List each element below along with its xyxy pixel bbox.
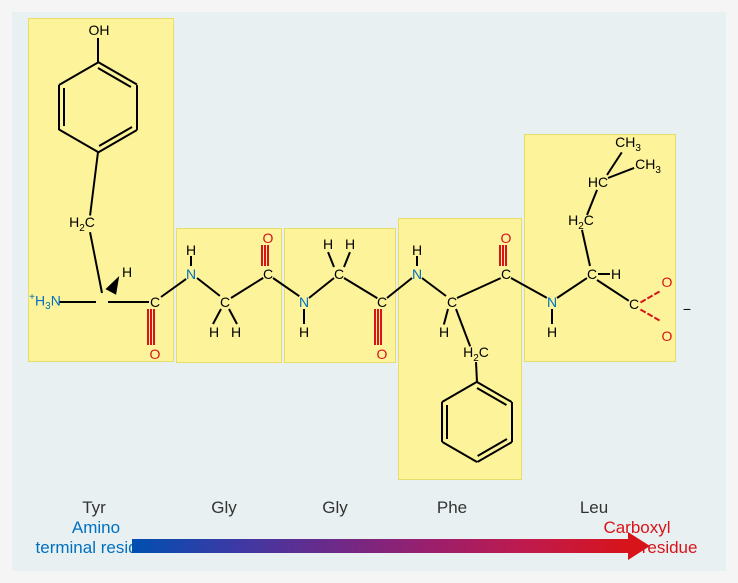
atom-label: H	[209, 324, 219, 340]
atom-label: H	[412, 242, 422, 258]
atom-label: N	[547, 294, 557, 310]
bond-line	[136, 85, 138, 130]
atom-label: C	[334, 266, 344, 282]
arrowhead-icon	[628, 532, 650, 560]
bond-line	[598, 273, 610, 275]
atom-label: H	[299, 324, 309, 340]
atom-label: H	[186, 242, 196, 258]
atom-label: N	[299, 294, 309, 310]
bond-line	[502, 245, 504, 266]
atom-label: H	[345, 236, 355, 252]
atom-label: O	[377, 346, 388, 362]
atom-label: H	[122, 264, 132, 280]
bond-line	[59, 301, 96, 303]
atom-label: O	[662, 328, 673, 344]
gradient-arrow	[132, 539, 628, 553]
bond-line	[377, 309, 379, 345]
bond-line	[374, 309, 376, 345]
atom-label: CH3	[615, 134, 641, 154]
atom-label: H	[323, 236, 333, 252]
bond-line	[261, 245, 263, 266]
residue-label: Leu	[580, 498, 608, 518]
bond-line	[505, 245, 507, 266]
atom-label: H2C	[568, 212, 594, 232]
atom-label: OH	[89, 22, 110, 38]
atom-label: H	[547, 324, 557, 340]
atom-label: C	[377, 294, 387, 310]
atom-label: H2C	[69, 214, 95, 234]
bond-line	[63, 88, 65, 126]
bond-line	[108, 301, 149, 303]
atom-label: O	[263, 230, 274, 246]
bond-line	[147, 309, 149, 345]
bond-line	[153, 309, 155, 345]
atom-label: O	[662, 274, 673, 290]
diagram-panel: { "residues": [ { "label": "Tyr", "x": 8…	[12, 12, 726, 571]
atom-label: H	[231, 324, 241, 340]
bond-line	[97, 38, 99, 62]
atom-label: H	[439, 324, 449, 340]
bond-line	[551, 309, 553, 324]
bond-line	[380, 309, 382, 345]
atom-label: N	[186, 266, 196, 282]
atom-label: O	[150, 346, 161, 362]
atom-label: C	[501, 266, 511, 282]
atom-label: CH3	[635, 156, 661, 176]
amino-label-line1: Amino	[16, 518, 176, 538]
atom-label: O	[501, 230, 512, 246]
atom-label: C	[263, 266, 273, 282]
atom-label: C	[150, 294, 160, 310]
atom-label: C	[587, 266, 597, 282]
atom-label: H2C	[463, 344, 489, 364]
residue-label: Gly	[322, 498, 348, 518]
bond-line	[267, 245, 269, 266]
atom-label: HC	[588, 174, 608, 190]
residue-label: Phe	[437, 498, 467, 518]
atom-label: H	[611, 266, 621, 282]
atom-label: C	[629, 296, 639, 312]
bond-line	[150, 309, 152, 345]
bond-line	[303, 309, 305, 324]
bond-line	[499, 245, 501, 266]
residue-label: Tyr	[82, 498, 106, 518]
bond-line	[58, 85, 60, 130]
atom-label: −	[683, 301, 691, 317]
atom-label: +H3N	[29, 292, 61, 312]
atom-label: N	[412, 266, 422, 282]
residue-label: Gly	[211, 498, 237, 518]
atom-label: C	[447, 294, 457, 310]
bond-line	[264, 245, 266, 266]
bond-line	[511, 402, 513, 442]
atom-label: C	[220, 294, 230, 310]
